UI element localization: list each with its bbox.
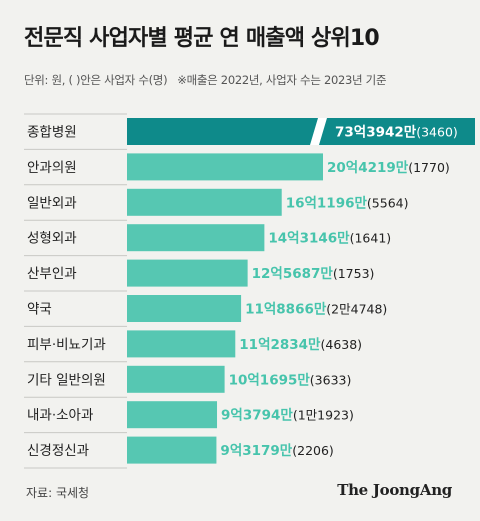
count-label: (2만4748) (326, 302, 387, 317)
value-label: 12억5687만 (252, 266, 334, 282)
count-label: (4638) (320, 337, 362, 352)
value-label: 11억8866만 (245, 302, 327, 318)
data-label: 73억3942만(3460) (335, 125, 458, 141)
bar-top (127, 118, 475, 145)
data-label: 11억8866만(2만4748) (245, 302, 387, 318)
value-label: 9억3179만 (220, 443, 292, 459)
category-label: 신경정신과 (27, 443, 89, 459)
value-label: 9억3794만 (221, 408, 293, 424)
data-label: 20억4219만(1770) (327, 160, 450, 176)
bar-chart: 종합병원 73억3942만(3460) 안과의원 20억4219만(1770) 일반외과… (24, 113, 475, 469)
chart-subtitle: 단위: 원, ( )안은 사업자 수(명) ※매출은 2022년, 사업자 수는 … (24, 72, 387, 88)
category-label: 일반외과 (27, 195, 77, 211)
bar (127, 330, 236, 358)
bar (127, 188, 282, 216)
value-label: 16억1196만 (286, 195, 368, 211)
chart-title: 전문직 사업자별 평균 연 매출액 상위10 (24, 26, 380, 51)
bar (127, 224, 265, 252)
count-label: (1641) (350, 231, 392, 246)
category-label: 기타 일반의원 (27, 372, 106, 388)
data-label: 16억1196만(5564) (286, 195, 409, 211)
category-label: 내과·소아과 (27, 408, 93, 424)
category-label: 피부·비뇨기과 (27, 337, 106, 353)
bar (127, 295, 242, 322)
value-label: 10억1695만 (229, 372, 311, 388)
data-label: 11억2834만(4638) (239, 337, 362, 353)
bar (127, 436, 217, 464)
data-label: 14억3146만(1641) (268, 231, 391, 247)
count-label: (3460) (416, 125, 458, 140)
data-label: 9억3794만(1만1923) (221, 408, 354, 424)
data-label: 9억3179만(2206) (220, 443, 333, 459)
count-label: (2206) (292, 443, 334, 458)
data-label: 12억5687만(1753) (252, 266, 375, 282)
bar (127, 365, 225, 393)
count-label: (1770) (408, 160, 450, 175)
value-label: 14억3146만 (268, 231, 350, 247)
count-label: (5564) (367, 195, 409, 210)
count-label: (1753) (333, 266, 375, 281)
category-label: 안과의원 (27, 160, 77, 176)
source-note: 자료: 국세청 (26, 486, 90, 500)
category-label: 종합병원 (27, 125, 77, 141)
data-label: 10억1695만(3633) (229, 372, 352, 388)
category-label: 산부인과 (27, 266, 77, 282)
bar (127, 401, 218, 429)
unit-note: 단위: 원, ( )안은 사업자 수(명) (24, 73, 168, 87)
value-label: 73억3942만 (335, 125, 417, 141)
count-label: (3633) (310, 372, 352, 387)
bar (127, 153, 323, 181)
category-label: 성형외과 (27, 231, 77, 247)
bar (127, 259, 248, 287)
value-label: 11억2834만 (239, 337, 321, 353)
year-note: ※매출은 2022년, 사업자 수는 2023년 기준 (177, 73, 387, 87)
axis-break-mark (310, 118, 327, 145)
brand-logo: The JoongAng (337, 481, 452, 499)
count-label: (1만1923) (293, 408, 354, 423)
category-label: 약국 (27, 302, 52, 318)
value-label: 20억4219만 (327, 160, 409, 176)
